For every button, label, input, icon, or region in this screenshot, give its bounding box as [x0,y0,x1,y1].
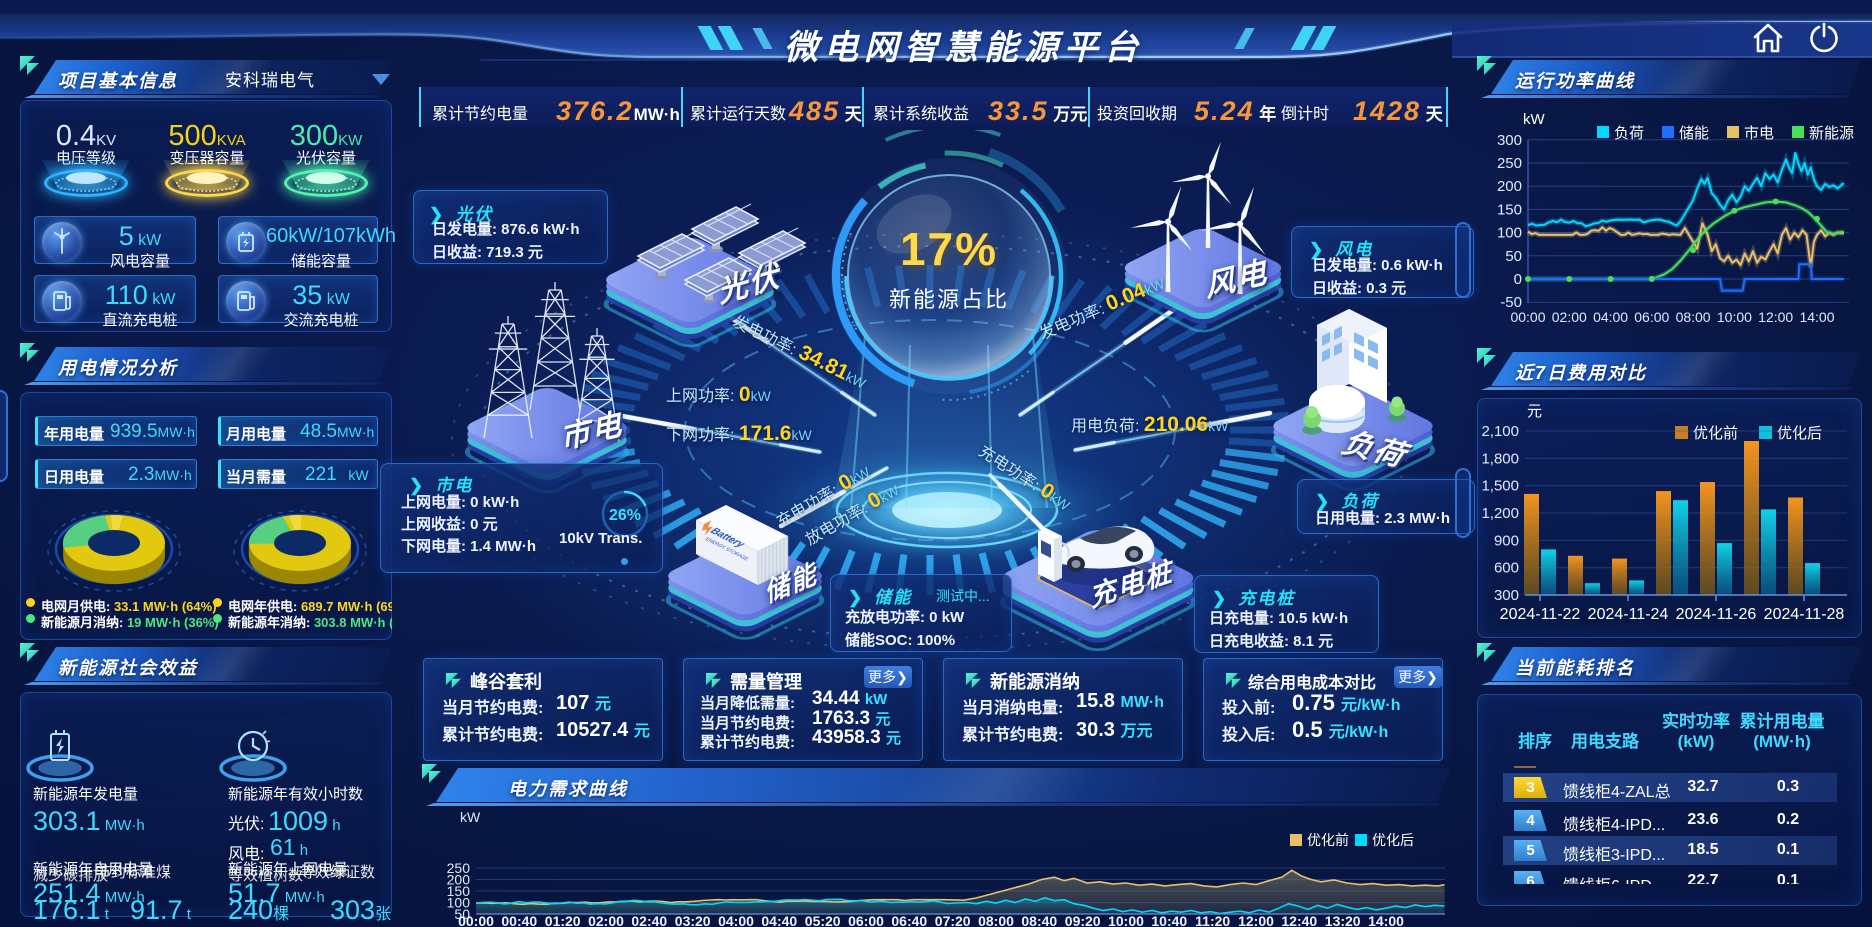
svg-text:250: 250 [1497,155,1522,172]
svg-text:04:00: 04:00 [718,913,754,927]
svg-text:0: 0 [1514,271,1522,288]
svg-text:优化后: 优化后 [1372,832,1414,848]
svg-text:150: 150 [1497,201,1522,218]
svg-text:06:00: 06:00 [848,913,884,927]
svg-text:08:00: 08:00 [978,913,1014,927]
svg-text:06:40: 06:40 [891,913,927,927]
svg-text:-50: -50 [1500,294,1522,311]
svg-text:07:20: 07:20 [935,913,971,927]
svg-text:150: 150 [447,883,471,899]
svg-text:200: 200 [1497,178,1522,195]
svg-text:01:20: 01:20 [545,913,581,927]
svg-text:13:20: 13:20 [1325,913,1361,927]
svg-text:100: 100 [447,895,471,911]
svg-text:08:00: 08:00 [1676,309,1711,325]
svg-text:11:20: 11:20 [1195,913,1230,927]
svg-text:04:40: 04:40 [761,913,797,927]
svg-text:50: 50 [1505,248,1522,265]
svg-text:12:40: 12:40 [1281,913,1317,927]
svg-text:10:00: 10:00 [1108,913,1144,927]
svg-text:06:00: 06:00 [1634,309,1669,325]
svg-text:02:00: 02:00 [588,913,624,927]
svg-text:04:00: 04:00 [1593,309,1628,325]
svg-text:10:00: 10:00 [1717,309,1752,325]
svg-text:02:00: 02:00 [1552,309,1587,325]
svg-text:200: 200 [447,872,471,888]
svg-text:12:00: 12:00 [1758,309,1793,325]
svg-text:250: 250 [447,860,471,876]
svg-text:kW: kW [460,809,481,825]
svg-text:优化前: 优化前 [1307,832,1349,848]
svg-text:14:00: 14:00 [1368,913,1404,927]
svg-text:02:40: 02:40 [631,913,667,927]
svg-text:100: 100 [1497,225,1522,242]
svg-text:00:40: 00:40 [501,913,537,927]
svg-text:10:40: 10:40 [1151,913,1187,927]
svg-text:50: 50 [454,906,470,922]
svg-text:12:00: 12:00 [1238,913,1274,927]
svg-text:03:20: 03:20 [675,913,711,927]
svg-text:09:20: 09:20 [1065,913,1101,927]
svg-text:00:00: 00:00 [458,913,494,927]
svg-text:08:40: 08:40 [1021,913,1057,927]
svg-text:00:00: 00:00 [1510,309,1545,325]
svg-text:14:00: 14:00 [1799,309,1834,325]
svg-text:05:20: 05:20 [805,913,841,927]
